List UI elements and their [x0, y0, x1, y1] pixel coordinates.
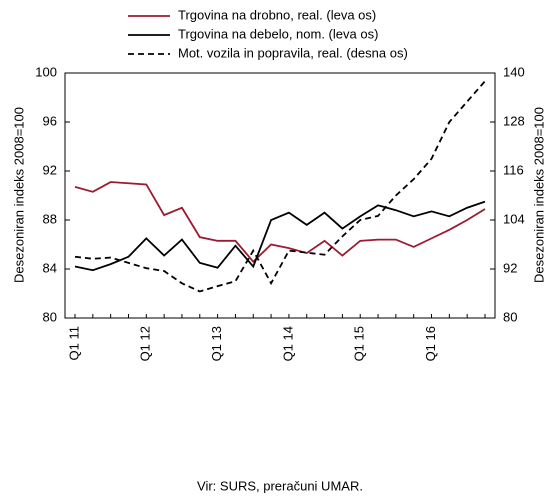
series-line [74, 80, 486, 293]
source: Vir: SURS, preračuni UMAR. [197, 478, 363, 493]
y2-axis-title: Desezoniran indeks 2008=100 [531, 107, 546, 283]
y2-tick-label: 128 [503, 113, 525, 128]
y-tick-label: 100 [35, 64, 57, 79]
legend-label: Mot. vozila in popravila, real. (desna o… [178, 45, 408, 60]
y-tick-label: 84 [43, 260, 57, 275]
series-line [74, 200, 486, 272]
plot-frame [64, 72, 496, 319]
x-tick-label: Q1 15 [352, 326, 367, 361]
y2-tick-label: 92 [503, 260, 517, 275]
y-tick-label: 80 [43, 309, 57, 324]
y-tick-label: 92 [43, 162, 57, 177]
x-tick-label: Q1 12 [138, 326, 153, 361]
legend-label: Trgovina na debelo, nom. (leva os) [178, 26, 378, 41]
y-tick-label: 88 [43, 211, 57, 226]
y-axis-title: Desezoniran indeks 2008=100 [11, 107, 26, 283]
y2-tick-label: 116 [503, 162, 524, 177]
x-tick-label: Q1 14 [280, 326, 295, 361]
x-tick-label: Q1 13 [209, 326, 224, 361]
y2-tick-label: 140 [503, 64, 525, 79]
y2-tick-label: 80 [503, 309, 517, 324]
series-line [74, 181, 486, 263]
x-tick-label: Q1 16 [423, 326, 438, 361]
y2-tick-label: 104 [503, 211, 525, 226]
x-tick-label: Q1 11 [66, 326, 81, 360]
y-tick-label: 96 [43, 113, 57, 128]
legend-label: Trgovina na drobno, real. (leva os) [178, 7, 376, 22]
